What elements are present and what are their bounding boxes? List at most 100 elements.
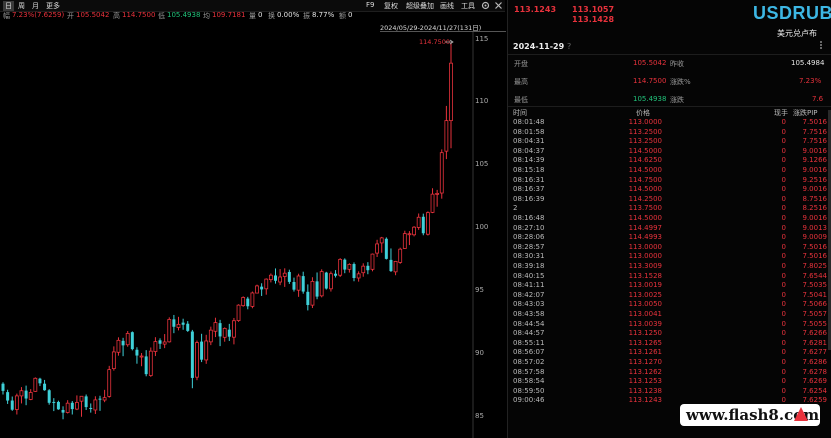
tick-time: 08:58:54: [513, 377, 545, 386]
tick-time: 08:39:18: [513, 262, 545, 270]
candle: [43, 379, 47, 391]
tick-volume: 0: [781, 166, 786, 174]
tick-row[interactable]: 08:28:06 114.4993 0 9.0009: [508, 233, 831, 243]
more-periods-button[interactable]: 更多: [46, 2, 60, 10]
tick-price: 114.5000: [628, 166, 662, 174]
tick-row[interactable]: 08:43:03 113.0050 0 7.5066: [508, 300, 831, 310]
tick-scrollbar[interactable]: [828, 110, 831, 350]
tick-row[interactable]: 08:56:07 113.1261 0 7.6277: [508, 348, 831, 358]
prev-close-value: 105.4984: [791, 59, 825, 67]
period-week-button[interactable]: 周: [18, 2, 25, 10]
turnover-label: 换: [268, 12, 275, 20]
tick-price: 114.5000: [628, 146, 662, 155]
tools-button[interactable]: 工具: [461, 2, 475, 10]
swing-value: 8.77%: [312, 11, 335, 19]
candle-body: [361, 265, 366, 274]
period-day-button[interactable]: 日: [3, 1, 14, 11]
dots-icon[interactable]: [816, 40, 826, 50]
candle: [10, 396, 14, 411]
tick-row[interactable]: 08:01:48 113.0000 0 7.5016: [508, 118, 831, 128]
tick-row[interactable]: 08:39:18 113.3009 0 7.8025: [508, 262, 831, 272]
tick-price: 113.1528: [628, 271, 662, 280]
candle: [111, 346, 116, 371]
candle: [287, 269, 291, 284]
tick-price: 113.3009: [628, 262, 662, 270]
candlestick-chart[interactable]: 114.7500: [0, 32, 505, 438]
overlay-button[interactable]: 超级叠加: [406, 2, 434, 10]
tick-row[interactable]: 08:40:15 113.1528 0 7.6544: [508, 272, 831, 282]
tick-time: 08:56:07: [513, 348, 545, 357]
candle-body: [218, 323, 222, 337]
tick-row[interactable]: 08:44:57 113.1250 0 7.6266: [508, 329, 831, 339]
tick-row[interactable]: 09:00:46 113.1243 0 7.6259: [508, 396, 831, 406]
tick-time: 08:01:58: [513, 127, 545, 136]
tick-row[interactable]: 08:59:50 113.1238 0 7.6254: [508, 387, 831, 397]
price-axis-tick: 95: [475, 285, 484, 294]
tick-row[interactable]: 08:30:31 113.0000 0 7.5016: [508, 252, 831, 262]
f9-button[interactable]: F9: [366, 1, 375, 9]
tick-price: 113.0025: [628, 290, 662, 299]
tick-row[interactable]: 08:57:58 113.1262 0 7.6278: [508, 368, 831, 378]
candle-body: [208, 329, 213, 343]
candle: [398, 247, 403, 264]
candle: [389, 248, 393, 272]
tick-row[interactable]: 08:15:18 114.5000 0 9.0016: [508, 166, 831, 176]
tick-pip: 7.6286: [802, 358, 828, 366]
tick-row[interactable]: 08:16:39 114.2500 0 8.7516: [508, 195, 831, 205]
tick-row[interactable]: 08:04:37 114.5000 0 9.0016: [508, 147, 831, 157]
tick-time: 08:28:57: [513, 242, 545, 251]
tick-price: 114.2500: [628, 194, 662, 203]
candle: [315, 272, 319, 300]
candle-body: [319, 271, 324, 297]
tick-row[interactable]: 08:16:48 114.5000 0 9.0016: [508, 214, 831, 224]
tick-row[interactable]: 08:58:54 113.1253 0 7.6269: [508, 377, 831, 387]
tick-row[interactable]: 08:28:57 113.0000 0 7.5016: [508, 243, 831, 253]
candle-body: [176, 323, 181, 328]
candle-body: [393, 260, 398, 273]
candle: [33, 377, 38, 392]
tick-pip: 7.5055: [802, 319, 828, 328]
tick-time: 08:44:57: [513, 329, 545, 338]
candle-body: [370, 253, 375, 270]
tick-row[interactable]: 08:55:11 113.1265 0 7.6281: [508, 339, 831, 349]
candle: [246, 296, 250, 310]
candle: [430, 188, 435, 214]
tick-volume: 0: [781, 214, 786, 222]
open-label: 开: [67, 12, 74, 20]
tick-row[interactable]: 08:14:39 114.6250 0 9.1266: [508, 156, 831, 166]
tick-time: 08:42:07: [513, 290, 545, 299]
tick-row[interactable]: 08:42:07 113.0025 0 7.5041: [508, 291, 831, 301]
tick-row[interactable]: 2 113.7500 0 8.2516: [508, 204, 831, 214]
tick-price: 113.7500: [628, 204, 662, 213]
tick-pip: 7.6277: [802, 348, 828, 357]
candle-body: [70, 402, 74, 410]
tick-pip: 7.5041: [802, 290, 828, 299]
change-value: 7.6: [812, 95, 824, 103]
candle: [402, 230, 407, 249]
adjust-button[interactable]: 复权: [384, 2, 398, 10]
candle-body: [412, 226, 416, 236]
close-icon[interactable]: [494, 1, 503, 10]
candle-body: [324, 272, 328, 289]
candle-body: [158, 340, 162, 344]
gear-icon[interactable]: [481, 1, 490, 10]
avg-value: 109.7181: [212, 11, 246, 19]
tick-row[interactable]: 08:16:31 114.7500 0 9.2516: [508, 176, 831, 186]
max-arrow-icon: [445, 39, 454, 45]
tick-row[interactable]: 08:41:11 113.0019 0 7.5035: [508, 281, 831, 291]
tick-header-price: 价格: [636, 109, 650, 117]
tick-row[interactable]: 08:16:37 114.5000 0 9.0016: [508, 185, 831, 195]
tick-row[interactable]: 08:01:58 113.2500 0 7.7516: [508, 128, 831, 138]
date-range-label[interactable]: 2024/05/29-2024/11/27(131日): [380, 22, 506, 32]
amp-label: 幅: [3, 12, 10, 20]
period-month-button[interactable]: 月: [32, 2, 39, 10]
tick-row[interactable]: 08:27:10 114.4997 0 9.0013: [508, 224, 831, 234]
tick-row[interactable]: 08:04:31 113.2500 0 7.7516: [508, 137, 831, 147]
draw-button[interactable]: 画线: [440, 2, 454, 10]
tick-row[interactable]: 08:57:02 113.1270 0 7.6286: [508, 358, 831, 368]
ask-price-2: 113.1428: [572, 15, 615, 24]
tick-row[interactable]: 08:44:54 113.0039 0 7.5055: [508, 320, 831, 330]
candle: [98, 395, 102, 411]
tick-row[interactable]: 08:43:58 113.0041 0 7.5057: [508, 310, 831, 320]
price-axis-tick: 110: [475, 97, 489, 106]
